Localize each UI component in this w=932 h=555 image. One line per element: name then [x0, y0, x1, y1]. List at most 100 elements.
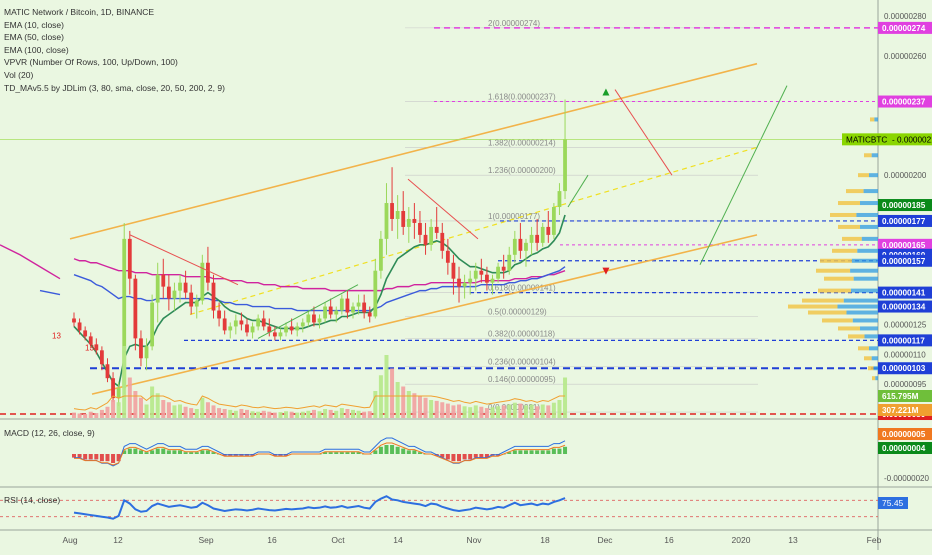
candle-body [88, 336, 93, 345]
vpvr-bar [864, 334, 878, 339]
price-tag-bg [878, 286, 932, 299]
fib-level-label: 1.236(0.00000200) [488, 166, 556, 175]
volume-bar [138, 397, 143, 418]
fib-level-label: 2(0.00000274) [488, 19, 540, 28]
last-price-value: - 0.00000218 [892, 135, 932, 144]
vpvr-bar [874, 117, 878, 122]
price-tag-bg [878, 95, 932, 108]
volume-bar [512, 402, 517, 418]
indicator-td-ma[interactable]: TD_MAv5.5 by JDLim (3, 80, sma, close, 2… [4, 82, 225, 93]
macd-histogram-bar [144, 452, 149, 454]
volume-bar [423, 397, 428, 418]
volume-bar [228, 409, 233, 418]
macd-histogram-bar [484, 454, 489, 458]
vpvr-bar [860, 224, 878, 229]
candle-body [100, 350, 104, 365]
channel-upper-line [69, 62, 758, 240]
volume-bar [518, 403, 523, 418]
volume-bar [501, 405, 506, 418]
indicator-vpvr[interactable]: VPVR (Number Of Rows, 100, Up/Down, 100) [4, 57, 178, 68]
volume-bar [239, 409, 244, 418]
candle-body [445, 250, 450, 263]
ema100-line [0, 244, 61, 280]
volume-bar [284, 411, 289, 418]
volume-bar [317, 411, 322, 418]
volume-bar [116, 402, 121, 418]
vpvr-bar [822, 318, 853, 323]
macd-histogram-bar [406, 450, 411, 454]
candle-body [551, 207, 556, 235]
vpvr-bar [852, 318, 878, 323]
macd-histogram-bar [529, 450, 534, 454]
macd-title[interactable]: MACD (12, 26, close, 9) [4, 428, 95, 438]
candle-body [390, 203, 394, 219]
volume-bar [334, 410, 339, 418]
volume-bar [378, 375, 383, 418]
candle-body [328, 306, 333, 315]
vpvr-bar [842, 236, 862, 241]
last-price-tag-bg [842, 133, 932, 146]
volume-bar [256, 411, 261, 418]
macd-histogram-bar [451, 454, 456, 462]
candle-body [563, 139, 567, 192]
volume-bar [150, 386, 155, 418]
volume-bar [557, 400, 562, 418]
candle-body [334, 310, 339, 315]
vpvr-bar [871, 356, 878, 361]
indicator-ema50[interactable]: EMA (50, close) [4, 32, 64, 43]
macd-histogram-bar [105, 454, 110, 462]
price-axis-tick: 0.00000260 [884, 52, 927, 61]
price-axis-tick: 0.00000125 [884, 320, 927, 329]
volume-bar [529, 404, 534, 418]
macd-histogram-bar [111, 454, 116, 463]
vpvr-bar [857, 248, 878, 253]
volume-bar [373, 391, 378, 418]
macd-histogram-bar [150, 450, 155, 454]
price-axis-tick: 0.00000200 [884, 171, 927, 180]
candle-body [535, 234, 540, 243]
volume-bar [217, 408, 222, 418]
volume-bar [83, 413, 88, 418]
vpvr-bar [838, 224, 860, 229]
volume-bar [390, 368, 395, 418]
trend-arrow [407, 178, 479, 240]
candle-body [261, 318, 266, 327]
candle-body [172, 290, 177, 299]
time-axis-label: Dec [597, 535, 613, 545]
volume-bar [99, 409, 104, 418]
rsi-tag-bg [878, 497, 908, 509]
candle-body [256, 318, 261, 327]
candle-body [362, 302, 367, 313]
candle-body [496, 266, 500, 279]
candle-body [300, 322, 305, 327]
candle-body [384, 203, 389, 239]
vpvr-bar [818, 288, 851, 293]
vpvr-bar [869, 173, 878, 178]
macd-histogram-bar [127, 448, 132, 454]
macd-histogram-bar [205, 450, 210, 454]
macd-histogram-bar [133, 448, 138, 454]
candle-body [72, 318, 76, 323]
volume-bar [189, 408, 194, 418]
symbol-title[interactable]: MATIC Network / Bitcoin, 1D, BINANCE [4, 7, 155, 17]
macd-histogram-bar [401, 448, 406, 454]
rsi-title[interactable]: RSI (14, close) [4, 495, 61, 505]
vpvr-bar [830, 212, 857, 217]
price-tag: 0.00000134 [882, 303, 926, 312]
indicator-ema100[interactable]: EMA (100, close) [4, 44, 69, 55]
macd-histogram-bar [384, 445, 389, 454]
candle-body [457, 278, 461, 287]
macd-histogram-bar [523, 450, 528, 454]
indicator-volume[interactable]: Vol (20) [4, 69, 34, 80]
volume-bar [94, 413, 99, 418]
ema50-line [39, 289, 61, 296]
volume-tag-bg [878, 390, 932, 402]
macd-histogram-bar [94, 454, 99, 460]
time-axis-label: Nov [466, 535, 482, 545]
vpvr-bar [851, 288, 878, 293]
candle-body [94, 344, 99, 351]
time-axis-label: 12 [113, 535, 123, 545]
indicator-ema10[interactable]: EMA (10, close) [4, 19, 64, 30]
candle-body [239, 320, 244, 325]
